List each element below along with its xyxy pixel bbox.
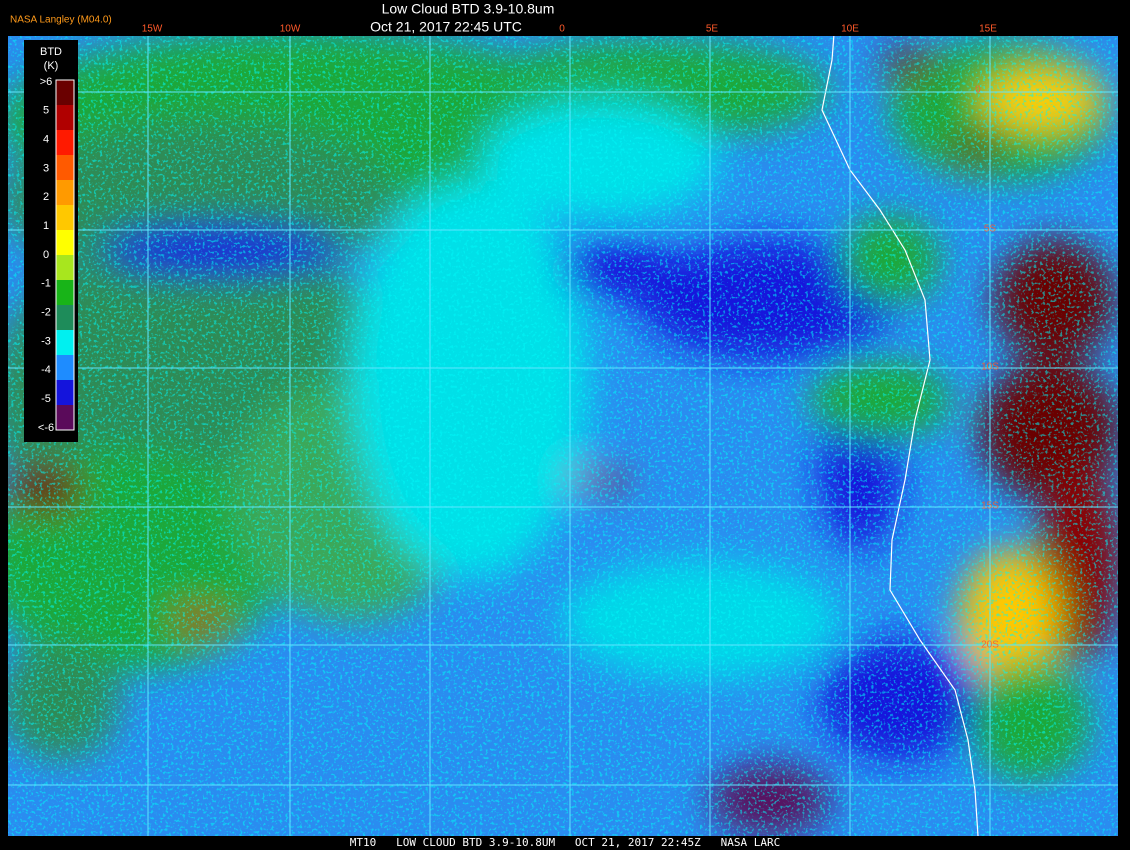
latitude-label: 5S	[984, 224, 997, 235]
longitude-label: 10E	[841, 24, 859, 35]
footer: MT10 LOW CLOUD BTD 3.9-10.8UM OCT 21, 20…	[350, 836, 780, 849]
colorbar-label: -2	[41, 307, 51, 319]
colorbar-cell	[56, 80, 74, 106]
colorbar-label: -3	[41, 335, 51, 347]
latitude-label: 0	[975, 85, 981, 96]
colorbar-label: 3	[43, 162, 49, 174]
colorbar-label: 1	[43, 220, 49, 232]
producer: NASA Langley (M04.0)	[10, 15, 112, 26]
colorbar-frame	[55, 79, 75, 431]
colorbar-cell	[56, 130, 74, 156]
colorbar-label: >6	[40, 76, 53, 88]
graticule	[8, 36, 1118, 836]
colorbar-cell	[56, 405, 74, 431]
colorbar-cell	[56, 305, 74, 331]
colorbar-label: 5	[43, 105, 49, 117]
colorbar-cell	[56, 205, 74, 231]
colorbar: >6 5 4 3 2 1 0 -1 -2 -3 -4 -5 <-6	[38, 76, 75, 434]
longitude-label: 15W	[142, 24, 163, 35]
colorbar-cell	[56, 355, 74, 381]
colorbar-cell	[56, 380, 74, 406]
colorbar-cell	[56, 280, 74, 306]
colorbar-label: -4	[41, 364, 51, 376]
colorbar-cell	[56, 105, 74, 131]
colorbar-label: -1	[41, 278, 51, 290]
imagery	[8, 36, 1118, 836]
latitude-label: 20S	[981, 640, 999, 651]
longitude-label: 15E	[979, 24, 997, 35]
colorbar-unit: (K)	[44, 60, 59, 72]
colorbar-label: <-6	[38, 422, 54, 434]
colorbar-label: 0	[43, 249, 49, 261]
colorbar-cell	[56, 155, 74, 181]
colorbar-cell	[56, 230, 74, 256]
colorbar-cell	[56, 180, 74, 206]
colorbar-cell	[56, 255, 74, 281]
subtitle: Oct 21, 2017 22:45 UTC	[370, 19, 522, 35]
colorbar-title: BTD	[40, 46, 62, 58]
longitude-label: 0	[559, 24, 565, 35]
longitude-label: 10W	[280, 24, 301, 35]
colorbar-cell	[56, 330, 74, 356]
title: Low Cloud BTD 3.9-10.8um	[382, 1, 555, 17]
texture	[8, 36, 1118, 836]
colorbar-label: 2	[43, 191, 49, 203]
latitude-label: 10S	[981, 362, 999, 373]
coastline	[821, 36, 979, 836]
colorbar-label: 4	[43, 134, 49, 146]
latitude-label: 15S	[981, 501, 999, 512]
colorbar-label: -5	[41, 393, 51, 405]
longitude-label: 5E	[706, 24, 719, 35]
